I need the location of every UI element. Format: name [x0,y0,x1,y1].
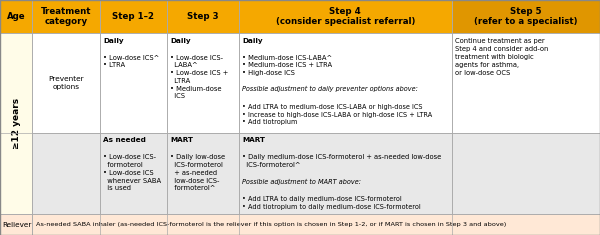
Bar [239,133,452,214]
Bar [0,0,32,33]
Text: Age: Age [7,12,26,21]
Bar [100,133,167,214]
Text: As-needed SABA inhaler (as-needed ICS-formoterol is the reliever if this option : As-needed SABA inhaler (as-needed ICS-fo… [36,222,506,227]
Bar [100,0,167,33]
Text: Possible adjustment to daily preventer options above:: Possible adjustment to daily preventer o… [242,86,418,92]
Bar [239,33,452,133]
Bar [32,214,600,235]
Text: Daily: Daily [242,38,263,44]
Bar [0,214,32,235]
Text: Daily: Daily [170,38,191,44]
Bar [452,133,600,214]
Text: • Medium-dose ICS-LABA^
• Medium-dose ICS + LTRA
• High-dose ICS: • Medium-dose ICS-LABA^ • Medium-dose IC… [242,55,332,76]
Text: MART: MART [170,137,193,144]
Text: • Low-dose ICS^
• LTRA: • Low-dose ICS^ • LTRA [103,55,160,68]
Text: • Add LTRA to medium-dose ICS-LABA or high-dose ICS
• Increase to high-dose ICS-: • Add LTRA to medium-dose ICS-LABA or hi… [242,104,433,125]
Bar [167,133,239,214]
Text: Preventer
options: Preventer options [48,76,84,90]
Bar [167,0,239,33]
Text: Step 3: Step 3 [187,12,218,21]
Text: MART: MART [242,137,265,144]
Bar [239,0,452,33]
Text: Possible adjustment to MART above:: Possible adjustment to MART above: [242,179,361,185]
Bar [167,33,239,133]
Bar [32,0,100,33]
Bar [100,33,167,133]
Text: Treatment
category: Treatment category [41,7,91,26]
Text: Continue treatment as per
Step 4 and consider add-on
treatment with biologic
age: Continue treatment as per Step 4 and con… [455,38,549,76]
Bar [0,33,32,214]
Text: • Daily medium-dose ICS-formoterol + as-needed low-dose
  ICS-formoterol^: • Daily medium-dose ICS-formoterol + as-… [242,154,442,168]
Bar [32,33,100,133]
Text: • Low-dose ICS-
  LABA^
• Low-dose ICS +
  LTRA
• Medium-dose
  ICS: • Low-dose ICS- LABA^ • Low-dose ICS + L… [170,55,229,99]
Text: • Low-dose ICS-
  formoterol
• Low-dose ICS
  whenever SABA
  is used: • Low-dose ICS- formoterol • Low-dose IC… [103,154,161,191]
Text: ≥12 years: ≥12 years [11,98,21,149]
Text: • Daily low-dose
  ICS-formoterol
  + as-needed
  low-dose ICS-
  formoterol^: • Daily low-dose ICS-formoterol + as-nee… [170,154,226,191]
Bar [452,0,600,33]
Text: Reliever: Reliever [2,222,31,228]
Text: • Add LTRA to daily medium-dose ICS-formoterol
• Add tiotropium to daily medium-: • Add LTRA to daily medium-dose ICS-form… [242,196,421,210]
Text: Daily: Daily [103,38,124,44]
Text: Step 1–2: Step 1–2 [112,12,154,21]
Bar [452,33,600,133]
Text: Step 5
(refer to a specialist): Step 5 (refer to a specialist) [474,7,578,26]
Text: Step 4
(consider specialist referral): Step 4 (consider specialist referral) [275,7,415,26]
Text: As needed: As needed [103,137,146,144]
Bar [32,133,100,214]
